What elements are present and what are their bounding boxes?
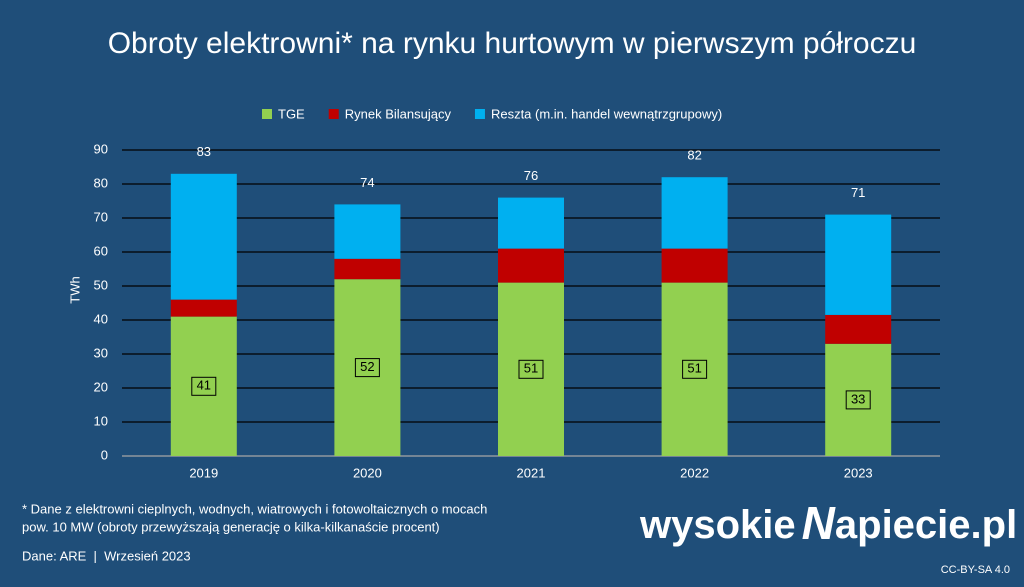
y-tick-label: 30 [94,345,108,360]
brand-part: N [802,497,836,549]
y-tick-label: 10 [94,413,108,428]
total-label: 74 [360,175,374,190]
y-tick-label: 50 [94,277,108,292]
x-tick-label: 2022 [680,465,709,480]
footnote: * Dane z elektrowni cieplnych, wodnych, … [22,501,487,516]
bar-segment [825,314,892,344]
y-axis-label: TWh [67,276,82,303]
bar-segment [334,279,401,456]
bar-segment [498,248,564,283]
x-tick-label: 2020 [353,465,382,480]
bar-segment [825,214,892,315]
data-label: 51 [524,361,538,376]
brand-part: apiecie.pl [835,503,1017,547]
y-tick-label: 0 [101,447,108,462]
bar-segment [170,173,237,300]
source: Dane: ARE | Wrzesień 2023 [22,548,191,563]
legend-label: Reszta (m.in. handel wewnątrzgrupowy) [491,106,722,121]
x-tick-label: 2021 [517,465,546,480]
data-label: 33 [851,391,865,406]
bar-segment [825,343,892,456]
bar-segment [498,282,564,456]
legend-label: Rynek Bilansujący [345,106,452,121]
bar-segment [334,258,401,280]
total-label: 71 [851,185,865,200]
label-box [354,358,380,378]
label-box [845,390,871,410]
bar-segment [661,282,728,456]
x-tick-label: 2019 [189,465,218,480]
label-box [191,376,217,396]
footnote: pow. 10 MW (obroty przewyższają generacj… [22,519,440,534]
bar-segment [661,177,728,249]
legend-swatch [262,109,272,119]
plot-area: 0 10 20 30 40 50 60 70 80 90 TGE Rynek Bilansujący R… [94,106,940,480]
legend-swatch [474,109,485,119]
chart-title: Obroty elektrowni* na rynku hurtowym w p… [108,27,917,60]
y-tick-label: 90 [94,141,108,156]
bar-segment [170,299,237,317]
brand-text: wysokie Napiecie.pl [639,497,1017,549]
legend-label: TGE [278,106,305,121]
total-label: 82 [687,148,701,163]
y-tick-label: 80 [94,175,108,190]
total-label: 76 [524,168,538,183]
data-label: 51 [687,361,701,376]
y-tick-label: 20 [94,379,108,394]
legend-swatch [328,109,339,119]
y-tick-label: 60 [94,243,108,258]
data-label: 52 [360,359,374,374]
bar-segment [498,197,564,249]
total-label: 83 [197,144,211,159]
bar-segment [661,248,728,283]
bar-segment [170,316,237,456]
bar-segment [334,204,401,259]
data-label: 41 [197,378,211,393]
x-tick-label: 2023 [844,465,873,480]
y-tick-label: 70 [94,209,108,224]
y-tick-label: 40 [94,311,108,326]
label-box [518,359,544,379]
license: CC-BY-SA 4.0 [941,564,1010,576]
label-box [682,359,708,379]
brand-part: wysokie [639,503,796,547]
